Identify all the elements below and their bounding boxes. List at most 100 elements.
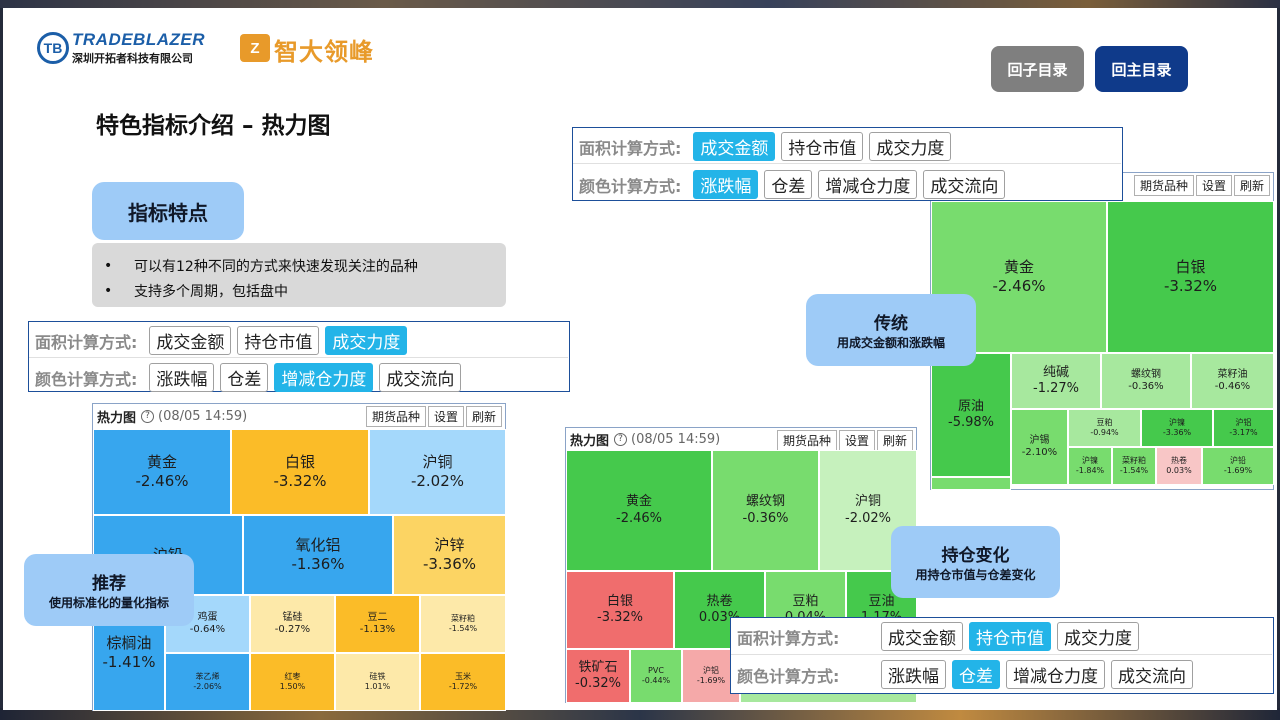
- heatmap-cell[interactable]: 沪铜 -2.02%: [369, 429, 506, 515]
- callout-subtitle: 使用标准化的量化指标: [48, 596, 169, 610]
- heatmap-cell[interactable]: 豆粕 -0.94%: [1068, 409, 1141, 447]
- color-method-label: 颜色计算方式:: [35, 369, 138, 389]
- refresh-button[interactable]: 刷新: [876, 430, 913, 451]
- heatmap-cell[interactable]: 热卷 0.03%: [1156, 447, 1202, 485]
- option-open-interest-value[interactable]: 持仓市值: [781, 132, 864, 161]
- area-method-row: 面积计算方式: 成交金额 持仓市值 成交力度: [35, 326, 413, 355]
- color-method-label: 颜色计算方式:: [579, 176, 682, 196]
- futures-type-button[interactable]: 期货品种: [1133, 175, 1194, 196]
- panel-buttons: 期货品种 设置 刷新: [1132, 175, 1270, 196]
- refresh-button[interactable]: 刷新: [1233, 175, 1270, 196]
- heatmap-cell[interactable]: 氧化铝 -1.36%: [243, 515, 393, 595]
- divider: [573, 163, 1121, 164]
- heatmap-cell[interactable]: 螺纹钢 -0.36%: [1101, 353, 1191, 409]
- heatmap-cell[interactable]: 黄金 -2.46%: [566, 450, 712, 571]
- color-method-row: 颜色计算方式: 涨跌幅 仓差 增减仓力度 成交流向: [579, 170, 1011, 199]
- option-turnover-amount[interactable]: 成交金额: [149, 326, 232, 355]
- traditional-callout: 传统 用成交金额和涨跌幅: [806, 294, 976, 366]
- heatmap-cell[interactable]: 菜籽粕 -1.54%: [420, 595, 506, 653]
- help-icon[interactable]: ?: [614, 432, 628, 446]
- heatmap-cell[interactable]: 玉米 -1.72%: [420, 653, 506, 711]
- heatmap-cell[interactable]: 苯乙烯 -2.06%: [165, 653, 250, 711]
- panel-buttons: 期货品种 设置 刷新: [364, 406, 502, 427]
- heatmap-cell[interactable]: 铁矿石 -0.32%: [566, 649, 630, 703]
- heatmap-cell[interactable]: 纯碱 -1.27%: [1011, 353, 1101, 409]
- heatmap-cell[interactable]: 沪铅 -1.69%: [1202, 447, 1274, 485]
- option-oi-change[interactable]: 仓差: [952, 660, 1000, 689]
- heatmap-cell[interactable]: 菜籽粕 -1.54%: [1112, 447, 1156, 485]
- area-method-row: 面积计算方式: 成交金额 持仓市值 成交力度: [737, 622, 1145, 651]
- tradeblazer-logo-icon: TB: [37, 32, 69, 64]
- area-method-label: 面积计算方式:: [579, 138, 682, 158]
- tradeblazer-logo-text: TRADEBLAZER: [72, 30, 205, 49]
- heatmap-cell[interactable]: 锰硅 -0.27%: [250, 595, 335, 653]
- heatmap-cell[interactable]: 红枣 1.50%: [250, 653, 335, 711]
- features-list: • 可以有12种不同的方式来快速发现关注的品种 • 支持多个周期，包括盘中: [92, 243, 506, 307]
- config-box-left: 面积计算方式: 成交金额 持仓市值 成交力度 颜色计算方式: 涨跌幅 仓差 增减…: [28, 321, 570, 392]
- refresh-button[interactable]: 刷新: [465, 406, 502, 427]
- option-trade-flow[interactable]: 成交流向: [1111, 660, 1193, 689]
- color-method-row: 颜色计算方式: 涨跌幅 仓差 增减仓力度 成交流向: [35, 363, 467, 392]
- page-title: 特色指标介绍 – 热力图: [96, 113, 331, 139]
- back-to-main-directory-button[interactable]: 回主目录: [1095, 46, 1188, 92]
- settings-button[interactable]: 设置: [1195, 175, 1232, 196]
- option-trade-flow[interactable]: 成交流向: [379, 363, 462, 392]
- option-oi-change[interactable]: 仓差: [220, 363, 269, 392]
- panel-title: 热力图: [570, 433, 610, 449]
- futures-type-button[interactable]: 期货品种: [365, 406, 426, 427]
- option-oi-strength[interactable]: 增减仓力度: [1006, 660, 1105, 689]
- heatmap-cell[interactable]: 菜籽油 -0.46%: [1191, 353, 1274, 409]
- option-turnover-amount[interactable]: 成交金额: [881, 622, 963, 651]
- panel-header: 热力图 ? (08/05 14:59): [97, 404, 247, 428]
- settings-button[interactable]: 设置: [838, 430, 875, 451]
- color-method-row: 颜色计算方式: 涨跌幅 仓差 增减仓力度 成交流向: [737, 660, 1199, 689]
- option-trade-strength[interactable]: 成交力度: [1057, 622, 1139, 651]
- heatmap-cell[interactable]: 白银 -3.32%: [1107, 201, 1274, 353]
- heatmap-cell[interactable]: 豆二 -1.13%: [335, 595, 420, 653]
- heatmap-cell[interactable]: [931, 477, 1011, 490]
- feature-text: 可以有12种不同的方式来快速发现关注的品种: [134, 258, 418, 275]
- heatmap-cell[interactable]: 白银 -3.32%: [566, 571, 674, 649]
- back-to-sub-directory-button[interactable]: 回子目录: [991, 46, 1084, 92]
- heatmap-cell[interactable]: 沪锡 -2.10%: [1011, 409, 1068, 485]
- option-open-interest-value[interactable]: 持仓市值: [969, 622, 1051, 651]
- option-open-interest-value[interactable]: 持仓市值: [237, 326, 320, 355]
- recommend-callout: 推荐 使用标准化的量化指标: [24, 554, 194, 626]
- option-trade-strength[interactable]: 成交力度: [325, 326, 408, 355]
- heatmap-cell[interactable]: 沪镍 -3.36%: [1141, 409, 1213, 447]
- panel-title: 热力图: [97, 410, 137, 426]
- option-price-change[interactable]: 涨跌幅: [149, 363, 215, 392]
- option-price-change[interactable]: 涨跌幅: [693, 170, 759, 199]
- oi-change-callout: 持仓变化 用持仓市值与仓差变化: [891, 526, 1060, 598]
- heatmap-cell[interactable]: 原油 -5.98%: [931, 353, 1011, 477]
- panel-timestamp: (08/05 14:59): [631, 431, 721, 447]
- option-oi-strength[interactable]: 增减仓力度: [274, 363, 374, 392]
- help-icon[interactable]: ?: [141, 409, 155, 423]
- company-name: 深圳开拓者科技有限公司: [72, 52, 193, 65]
- settings-button[interactable]: 设置: [427, 406, 464, 427]
- option-price-change[interactable]: 涨跌幅: [881, 660, 946, 689]
- futures-type-button[interactable]: 期货品种: [776, 430, 837, 451]
- callout-title: 推荐: [92, 574, 126, 594]
- zhida-logo-icon: Z: [240, 34, 270, 62]
- option-turnover-amount[interactable]: 成交金额: [693, 132, 776, 161]
- panel-buttons: 期货品种 设置 刷新: [775, 430, 913, 451]
- option-trade-flow[interactable]: 成交流向: [923, 170, 1006, 199]
- heatmap-cell[interactable]: 沪镍 -1.84%: [1068, 447, 1112, 485]
- area-method-row: 面积计算方式: 成交金额 持仓市值 成交力度: [579, 132, 957, 161]
- heatmap-panel-right: 期货品种 设置 刷新 黄金 -2.46% 白银 -3.32% 原油 -5.98% 纯碱…: [930, 172, 1274, 490]
- divider: [29, 357, 568, 358]
- heatmap-cell[interactable]: 沪铝 -3.17%: [1213, 409, 1274, 447]
- heatmap-cell[interactable]: 螺纹钢 -0.36%: [712, 450, 819, 571]
- heatmap-cell[interactable]: 硅铁 1.01%: [335, 653, 420, 711]
- option-trade-strength[interactable]: 成交力度: [869, 132, 952, 161]
- callout-title: 传统: [874, 314, 908, 334]
- panel-header: 热力图 ? (08/05 14:59): [570, 428, 720, 450]
- option-oi-change[interactable]: 仓差: [764, 170, 813, 199]
- heatmap-cell[interactable]: 黄金 -2.46%: [93, 429, 231, 515]
- heatmap-cell[interactable]: 白银 -3.32%: [231, 429, 369, 515]
- option-oi-strength[interactable]: 增减仓力度: [818, 170, 918, 199]
- heatmap-cell[interactable]: 沪锌 -3.36%: [393, 515, 506, 595]
- list-item: • 可以有12种不同的方式来快速发现关注的品种: [104, 257, 418, 275]
- heatmap-cell[interactable]: PVC -0.44%: [630, 649, 682, 703]
